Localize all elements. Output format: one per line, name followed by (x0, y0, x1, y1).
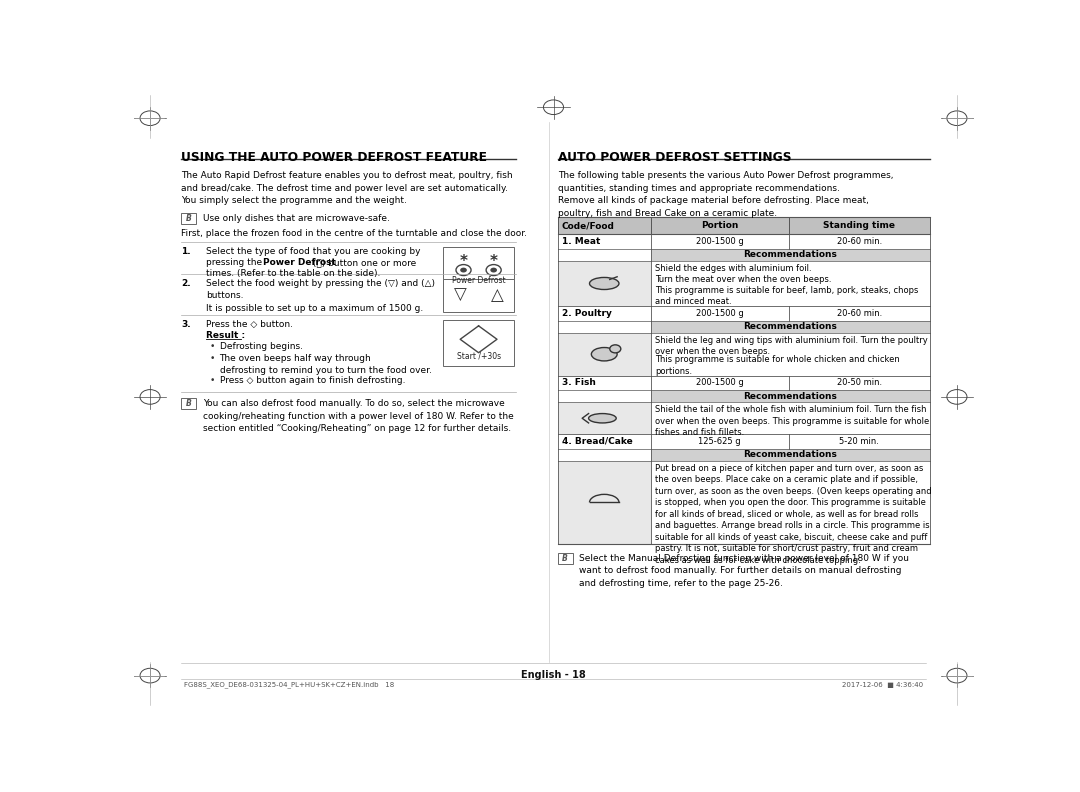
Text: Power Defrost: Power Defrost (451, 276, 505, 284)
Text: Use only dishes that are microwave-safe.: Use only dishes that are microwave-safe. (203, 214, 390, 223)
Text: B: B (186, 214, 191, 223)
Text: Start /+30s: Start /+30s (457, 352, 501, 361)
Text: 200-1500 g: 200-1500 g (696, 237, 744, 246)
Text: Press the ◇ button.: Press the ◇ button. (206, 320, 293, 329)
Ellipse shape (592, 348, 617, 361)
Text: 1.: 1. (181, 247, 191, 256)
Text: 20-60 min.: 20-60 min. (837, 309, 882, 318)
Bar (443, 320, 514, 366)
Text: *: * (489, 254, 498, 269)
Bar (557, 217, 930, 234)
Bar (443, 247, 514, 288)
Text: Recommendations: Recommendations (743, 392, 837, 401)
Text: Select the food weight by pressing the (▽) and (△)
buttons.
It is possible to se: Select the food weight by pressing the (… (206, 279, 435, 313)
Text: USING THE AUTO POWER DEFROST FEATURE: USING THE AUTO POWER DEFROST FEATURE (181, 151, 487, 164)
Text: •: • (210, 376, 215, 385)
Text: Defrosting begins.: Defrosting begins. (219, 342, 302, 351)
Text: The oven beeps half way through
defrosting to remind you to turn the food over.: The oven beeps half way through defrosti… (219, 354, 431, 375)
Text: English - 18: English - 18 (522, 669, 585, 680)
Text: 3.: 3. (181, 320, 191, 329)
Text: First, place the frozen food in the centre of the turntable and close the door.: First, place the frozen food in the cent… (181, 229, 527, 238)
Bar (557, 553, 572, 564)
Bar (443, 279, 514, 312)
Circle shape (490, 268, 497, 272)
Text: The following table presents the various Auto Power Defrost programmes,
quantiti: The following table presents the various… (557, 171, 893, 218)
Text: △: △ (490, 287, 503, 304)
Text: 125-625 g: 125-625 g (699, 437, 741, 446)
Text: Portion: Portion (701, 221, 739, 230)
Text: This programme is suitable for whole chicken and chicken
portions.: This programme is suitable for whole chi… (654, 356, 900, 376)
Text: Shield the edges with aluminium foil.: Shield the edges with aluminium foil. (654, 264, 811, 273)
Circle shape (460, 268, 467, 272)
Bar (651, 449, 930, 461)
Bar (557, 402, 651, 434)
Circle shape (610, 345, 621, 353)
Bar (181, 213, 197, 223)
Text: Shield the leg and wing tips with aluminium foil. Turn the poultry
over when the: Shield the leg and wing tips with alumin… (654, 336, 928, 356)
Text: Recommendations: Recommendations (743, 322, 837, 331)
Text: ▽: ▽ (454, 287, 467, 304)
Bar (651, 249, 930, 261)
Text: Recommendations: Recommendations (743, 250, 837, 259)
Text: The Auto Rapid Defrost feature enables you to defrost meat, poultry, fish
and br: The Auto Rapid Defrost feature enables y… (181, 171, 513, 205)
Bar (557, 333, 651, 375)
Text: 2.: 2. (181, 279, 191, 287)
Text: Select the Manual Defrosting function with a power level of 180 W if you
want to: Select the Manual Defrosting function wi… (580, 554, 909, 588)
Text: 1. Meat: 1. Meat (562, 237, 600, 246)
Text: Recommendations: Recommendations (743, 451, 837, 459)
Bar (651, 390, 930, 402)
Text: 20-60 min.: 20-60 min. (837, 237, 882, 246)
Text: 5-20 min.: 5-20 min. (839, 437, 879, 446)
Text: FG88S_XEO_DE68-031325-04_PL+HU+SK+CZ+EN.indb   18: FG88S_XEO_DE68-031325-04_PL+HU+SK+CZ+EN.… (184, 682, 394, 688)
Text: Shield the tail of the whole fish with aluminium foil. Turn the fish
over when t: Shield the tail of the whole fish with a… (654, 406, 929, 437)
Text: B: B (563, 554, 568, 563)
Text: Result :: Result : (206, 331, 245, 340)
Text: (裿) button one or more: (裿) button one or more (310, 258, 416, 267)
Text: 2017-12-06  ■ 4:36:40: 2017-12-06 ■ 4:36:40 (842, 682, 923, 687)
Text: *: * (459, 254, 468, 269)
Text: Select the type of food that you are cooking by: Select the type of food that you are coo… (206, 247, 420, 256)
Text: 2. Poultry: 2. Poultry (562, 309, 611, 318)
Text: 200-1500 g: 200-1500 g (696, 309, 744, 318)
Text: Put bread on a piece of kitchen paper and turn over, as soon as
the oven beeps. : Put bread on a piece of kitchen paper an… (654, 464, 932, 565)
Bar (181, 398, 197, 409)
Text: You can also defrost food manually. To do so, select the microwave
cooking/rehea: You can also defrost food manually. To d… (203, 399, 514, 432)
Text: 4. Bread/Cake: 4. Bread/Cake (562, 437, 633, 446)
Text: •: • (210, 354, 215, 364)
Ellipse shape (589, 413, 617, 423)
Bar (557, 261, 651, 306)
Ellipse shape (590, 277, 619, 290)
Text: 3. Fish: 3. Fish (562, 379, 596, 387)
Text: •: • (210, 342, 215, 351)
Text: times. (Refer to the table on the side).: times. (Refer to the table on the side). (206, 268, 380, 278)
Text: Standing time: Standing time (823, 221, 895, 230)
Text: 20-50 min.: 20-50 min. (837, 379, 882, 387)
Bar (557, 461, 651, 544)
Text: pressing the: pressing the (206, 258, 266, 267)
Text: Code/Food: Code/Food (562, 221, 615, 230)
Text: AUTO POWER DEFROST SETTINGS: AUTO POWER DEFROST SETTINGS (557, 151, 792, 164)
Text: This programme is suitable for beef, lamb, pork, steaks, chops
and minced meat.: This programme is suitable for beef, lam… (654, 286, 918, 307)
Text: Power Defrost: Power Defrost (264, 258, 336, 267)
Text: B: B (186, 399, 191, 408)
Bar (651, 321, 930, 333)
Text: Turn the meat over when the oven beeps.: Turn the meat over when the oven beeps. (654, 275, 832, 284)
Text: Press ◇ button again to finish defrosting.: Press ◇ button again to finish defrostin… (219, 376, 405, 385)
Text: 200-1500 g: 200-1500 g (696, 379, 744, 387)
